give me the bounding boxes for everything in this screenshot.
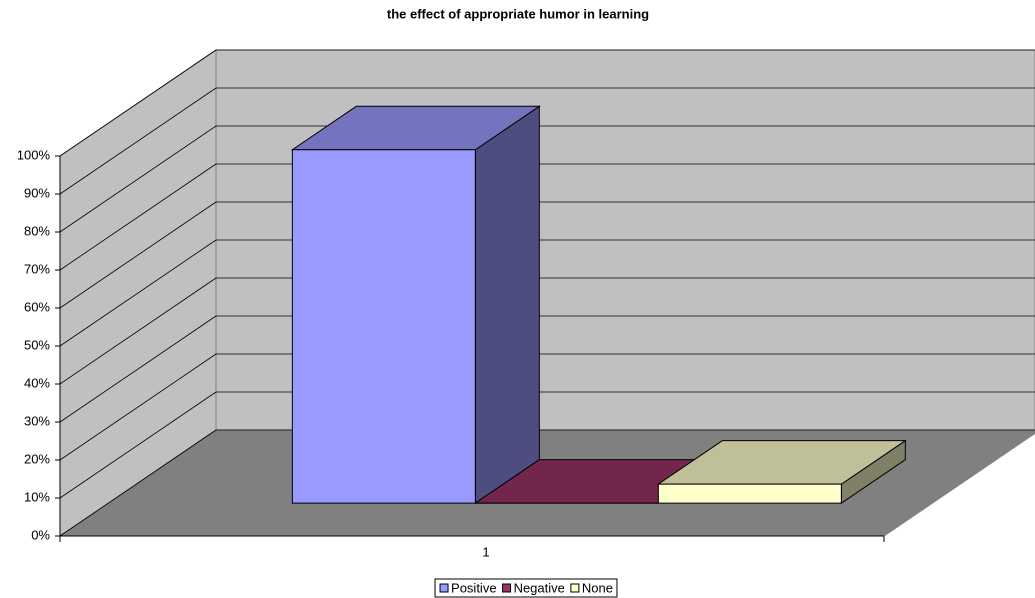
- legend-swatch: [570, 583, 580, 593]
- x-tick-label: 1: [482, 544, 489, 559]
- bar: [656, 439, 907, 505]
- y-tick-label: 0%: [31, 527, 50, 542]
- legend-label: Negative: [514, 580, 565, 595]
- grid-line: [59, 353, 217, 461]
- legend-swatch: [439, 583, 449, 593]
- bar-front: [657, 483, 842, 504]
- grid-line: [59, 125, 217, 233]
- grid-line: [59, 315, 217, 423]
- chart-title: the effect of appropriate humor in learn…: [387, 6, 649, 21]
- grid-line: [59, 391, 217, 499]
- grid-line: [59, 277, 217, 385]
- y-tick-label: 50%: [24, 337, 50, 352]
- bar-front: [291, 149, 476, 504]
- y-tick-label: 100%: [17, 147, 51, 162]
- y-tick-label: 60%: [24, 299, 50, 314]
- grid-line: [59, 163, 217, 271]
- y-tick-label: 80%: [24, 223, 50, 238]
- grid-line: [59, 239, 217, 347]
- grid-line: [59, 429, 217, 537]
- bar: [290, 105, 541, 505]
- y-tick-label: 30%: [24, 413, 50, 428]
- grid-line: [59, 201, 217, 309]
- y-tick-label: 20%: [24, 451, 50, 466]
- bar-side: [474, 105, 540, 505]
- grid-line: [59, 87, 217, 195]
- y-tick-label: 70%: [24, 261, 50, 276]
- legend-label: Positive: [451, 580, 497, 595]
- y-tick-label: 90%: [24, 185, 50, 200]
- y-tick-label: 40%: [24, 375, 50, 390]
- grid-line: [59, 49, 217, 157]
- y-tick-label: 10%: [24, 489, 50, 504]
- legend-swatch: [502, 583, 512, 593]
- legend: Positive Negative None: [434, 578, 618, 598]
- legend-label: None: [582, 580, 613, 595]
